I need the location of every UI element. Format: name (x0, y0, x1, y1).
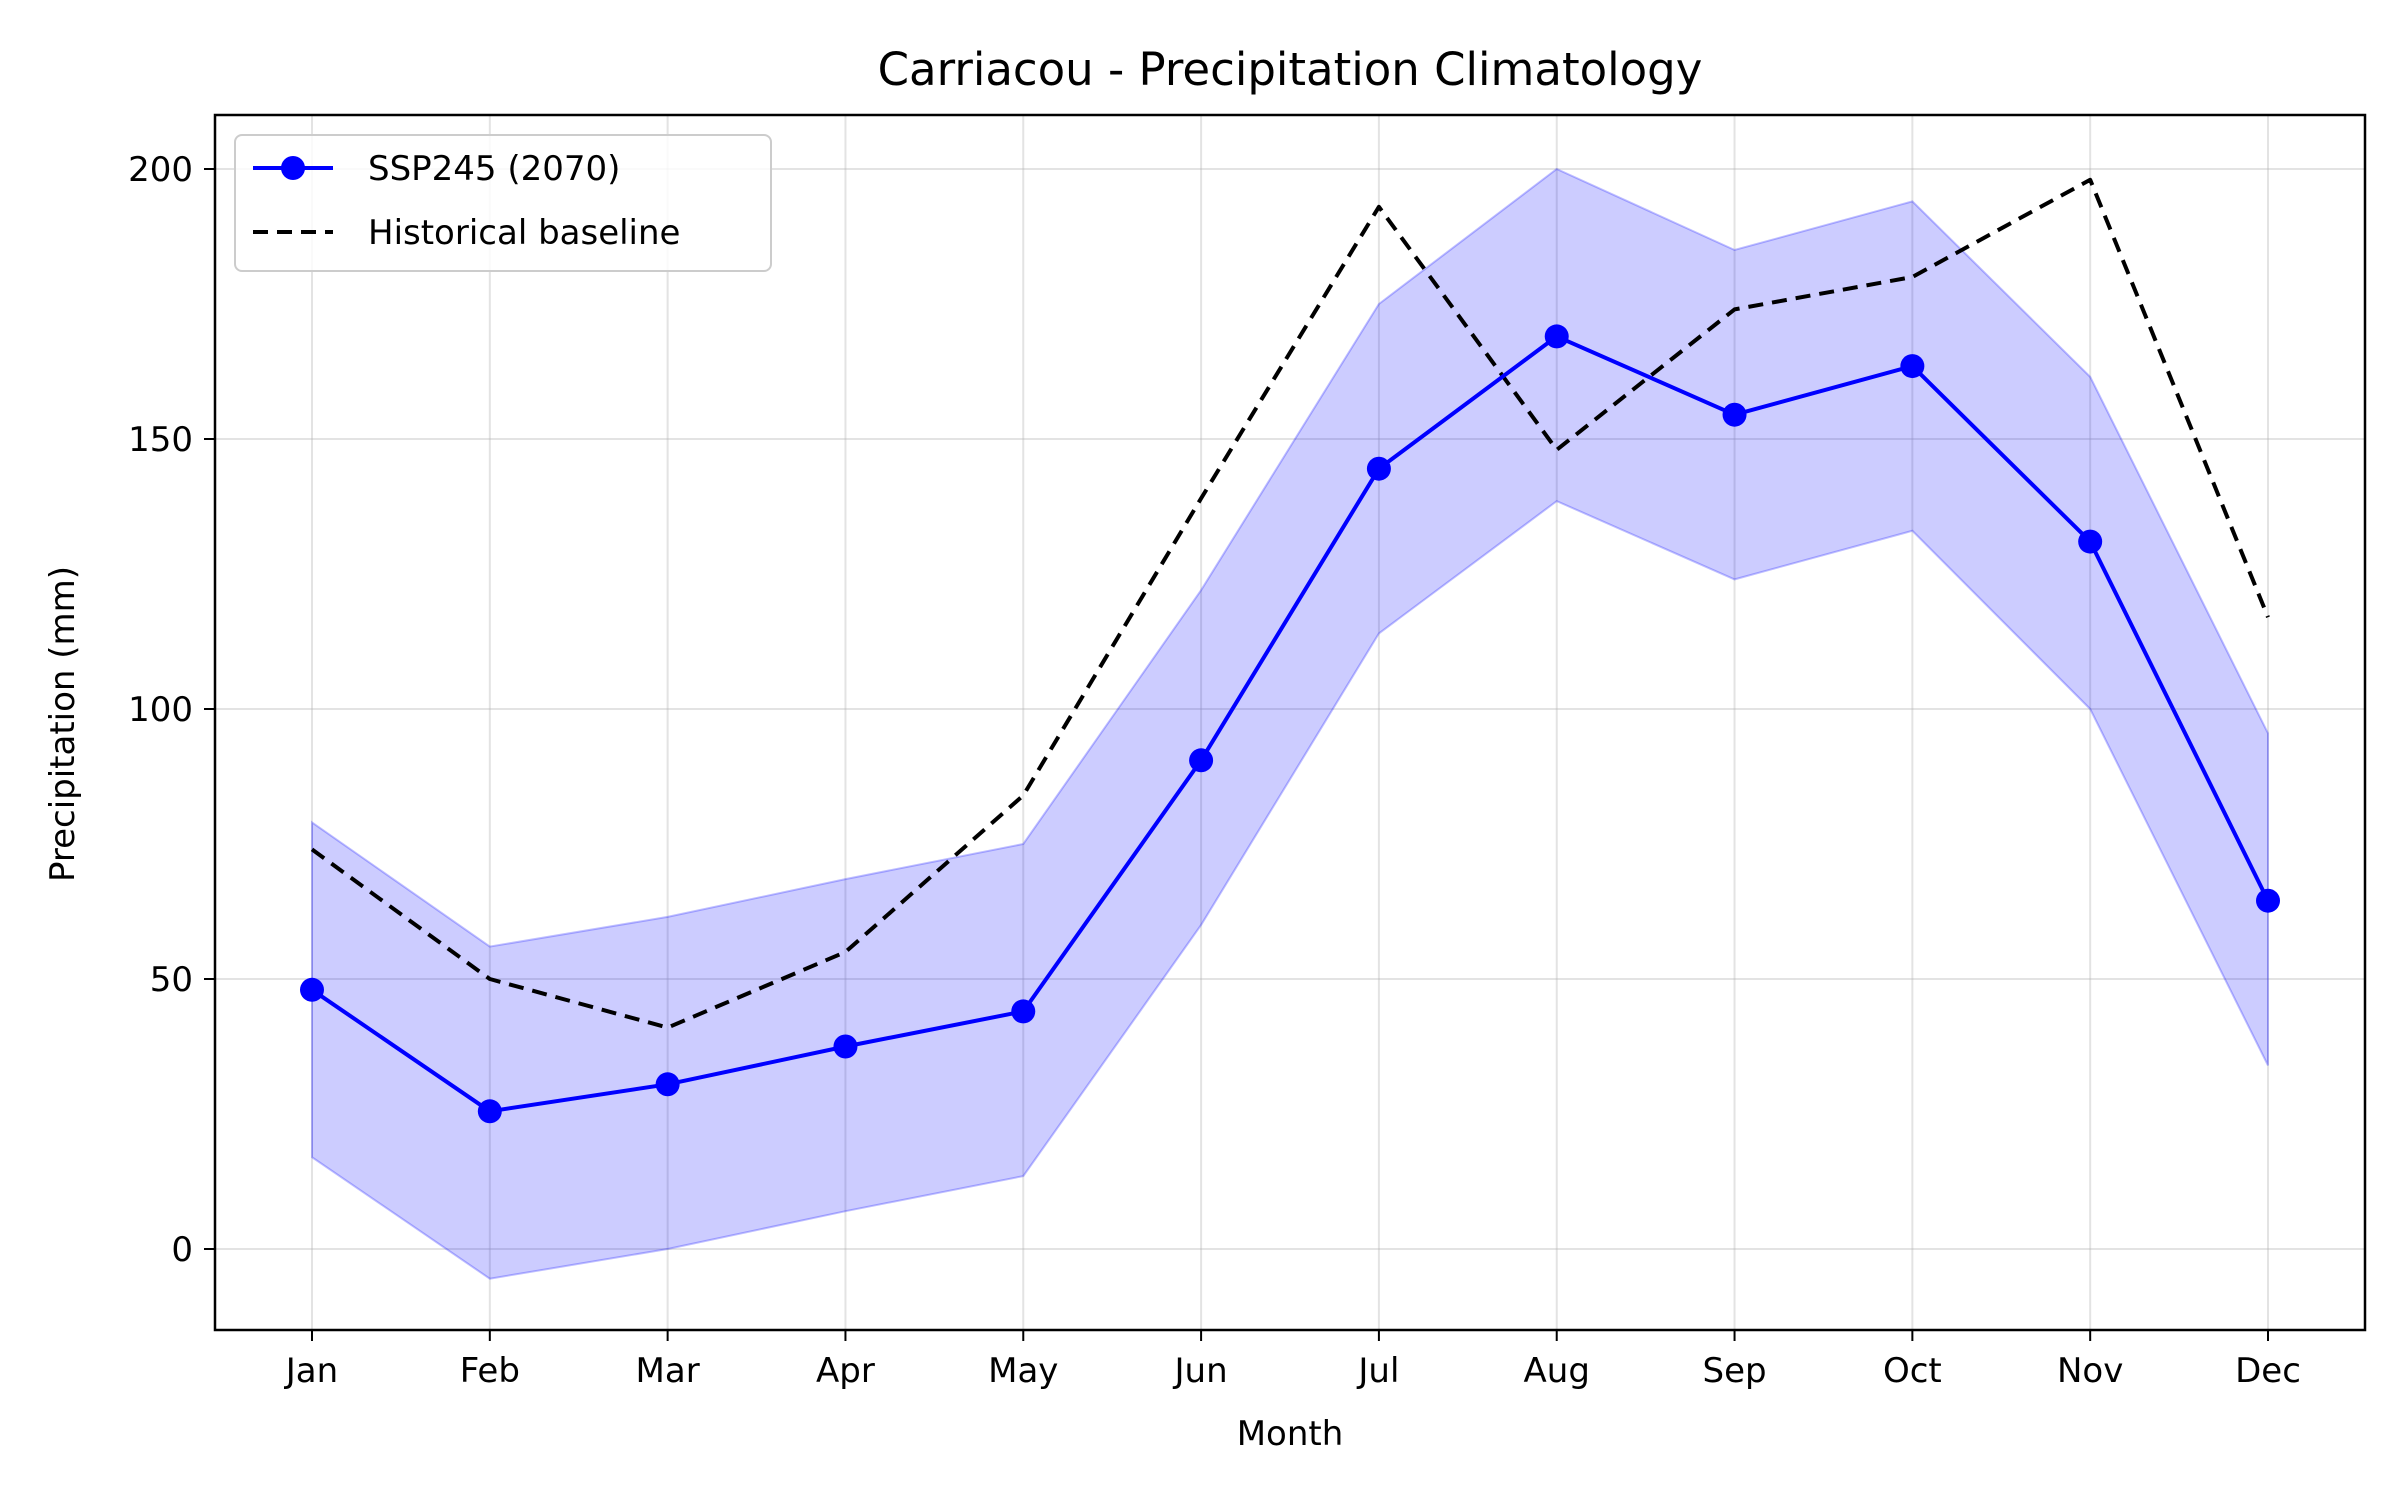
ssp245-point (1366, 456, 1391, 481)
x-tick-label: Feb (460, 1351, 520, 1391)
ssp245-point (655, 1072, 680, 1097)
ssp245-point (833, 1034, 858, 1059)
legend-box (234, 134, 772, 272)
ssp245-point (1900, 354, 1925, 379)
y-tick-label: 0 (171, 1230, 193, 1270)
plot-frame (213, 113, 2367, 1332)
x-tick-label: Oct (1883, 1351, 1942, 1391)
y-tick-label: 100 (128, 690, 193, 730)
ssp245-point (2078, 529, 2103, 554)
x-tick-label: Nov (2057, 1351, 2123, 1391)
legend-ssp245-label: SSP245 (2070) (368, 149, 620, 189)
ssp245-point (300, 977, 324, 1002)
historical-baseline-line (310, 177, 2270, 1030)
ssp245-point (1011, 999, 1036, 1024)
x-tick-label: Aug (1524, 1351, 1590, 1391)
ssp245-point (2256, 888, 2280, 913)
y-tick-label: 150 (128, 420, 193, 460)
series-layer (300, 177, 2280, 1124)
x-tick-label: Apr (816, 1351, 875, 1391)
chart-title: Carriacou - Precipitation Climatology (878, 43, 1703, 96)
x-tick-label: Dec (2235, 1351, 2301, 1391)
grid (215, 115, 2365, 1330)
legend-historical-label: Historical baseline (368, 213, 680, 253)
x-tick-label: Mar (636, 1351, 700, 1391)
ssp245-line (310, 334, 2270, 1114)
axis-ticks: Jan Feb Mar Apr May Jun Jul Aug Sep Oct Nov Dec 0 50 1… (128, 150, 2301, 1391)
legend-ssp245-marker (281, 156, 305, 180)
y-tick-label: 200 (128, 150, 193, 190)
x-tick-label: May (988, 1351, 1058, 1391)
ssp245-point (477, 1099, 502, 1124)
x-tick-label: Sep (1702, 1351, 1766, 1391)
uncertainty-band-layer (311, 167, 2269, 1280)
y-tick-label: 50 (150, 960, 193, 1000)
x-tick-label: Jul (1356, 1351, 1399, 1391)
uncertainty-band (311, 167, 2269, 1280)
x-tick-label: Jan (284, 1351, 338, 1391)
ssp245-point (1544, 324, 1569, 349)
x-axis-label: Month (1237, 1414, 1344, 1454)
legend: SSP245 (2070) Historical baseline (234, 134, 772, 272)
y-axis-label: Precipitation (mm) (43, 566, 83, 882)
ssp245-point (1722, 402, 1747, 427)
x-tick-label: Jun (1173, 1351, 1228, 1391)
ssp245-point (1189, 748, 1214, 773)
